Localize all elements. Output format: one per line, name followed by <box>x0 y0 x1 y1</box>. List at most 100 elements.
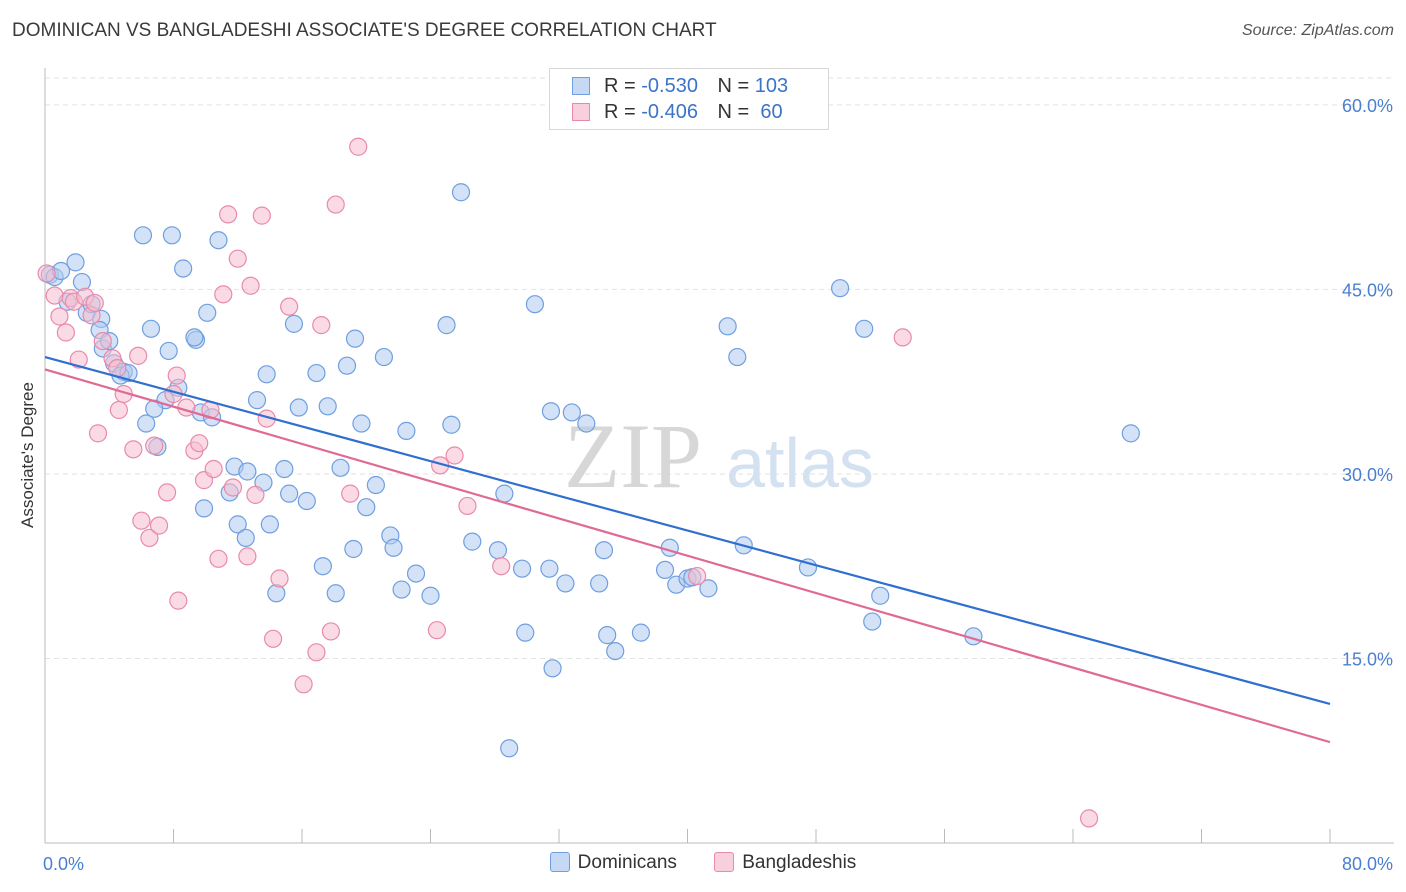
dominican-point <box>313 557 332 576</box>
dominican-point <box>260 515 279 534</box>
bangladeshi-point <box>241 276 260 295</box>
dominican-point <box>463 532 482 551</box>
dominican-point <box>516 623 535 642</box>
y-tick-label: 60.0% <box>1342 96 1393 116</box>
dominican-point <box>198 303 217 322</box>
dominican-point <box>598 626 617 645</box>
dominican-point <box>540 559 559 578</box>
bangladeshi-point <box>294 675 313 694</box>
bangladeshi-point <box>149 516 169 535</box>
dominican-point <box>185 328 204 347</box>
bangladeshi-point <box>492 557 511 576</box>
dominican-point <box>137 414 156 433</box>
bangladeshis-trend-line <box>44 368 1331 744</box>
dominican-point <box>257 365 276 384</box>
bangladeshi-point <box>45 286 64 305</box>
dominican-point <box>437 316 456 335</box>
x-tick-label: 0.0% <box>43 854 84 874</box>
dominican-point <box>562 403 581 422</box>
dominican-point <box>228 515 247 534</box>
n-label: N = <box>717 75 750 97</box>
legend-swatch-pink <box>714 852 735 872</box>
dominican-point <box>318 397 337 416</box>
bangladeshi-point <box>458 496 477 516</box>
dominican-point <box>72 272 92 292</box>
dominican-point <box>366 475 385 495</box>
dominican-point <box>337 356 357 375</box>
dominican-point <box>871 586 890 605</box>
bangladeshi-point <box>427 621 447 640</box>
dominican-point <box>289 398 308 417</box>
r-value: -0.530 <box>641 75 698 97</box>
bangladeshi-point <box>140 528 159 548</box>
n-value: 60 <box>754 101 783 123</box>
r-label: R = <box>604 101 636 123</box>
bangladeshi-point <box>109 400 128 420</box>
legend-row-bangladeshis: R = -0.406 N = 60 <box>572 101 783 125</box>
bangladeshi-point <box>688 566 707 586</box>
bangladeshi-point <box>132 511 151 530</box>
dominican-point <box>728 347 747 367</box>
bangladeshi-point <box>169 591 188 610</box>
r-label: R = <box>604 75 636 97</box>
bangladeshi-point <box>228 249 247 268</box>
bangladeshi-point <box>223 478 243 497</box>
chart-title: DOMINICAN VS BANGLADESHI ASSOCIATE'S DEG… <box>12 20 717 41</box>
bangladeshi-point <box>1079 809 1099 828</box>
bangladeshi-point <box>124 440 143 459</box>
dominican-point <box>280 484 299 503</box>
y-tick-label: 30.0% <box>1342 465 1393 485</box>
bangladeshi-point <box>167 366 186 385</box>
bangladeshi-point <box>219 205 238 224</box>
legend-swatch-pink <box>572 103 590 121</box>
bangladeshis-points <box>37 137 1099 828</box>
gridlines <box>45 77 1394 659</box>
bangladeshi-point <box>93 331 112 351</box>
legend-row-dominicans: R = -0.530 N = 103 <box>572 75 788 99</box>
legend-item-bangladeshis[interactable]: Bangladeshis <box>714 852 856 874</box>
bangladeshi-point <box>280 297 299 316</box>
dominican-point <box>345 329 365 348</box>
dominican-point <box>159 341 178 361</box>
legend-label-bangladeshis: Bangladeshis <box>742 852 857 873</box>
dominican-point <box>495 484 514 503</box>
bangladeshi-point <box>50 307 69 326</box>
legend-swatch-blue <box>572 77 590 95</box>
bangladeshi-point <box>321 622 341 641</box>
bangladeshi-point <box>341 484 360 503</box>
n-label: N = <box>717 101 750 123</box>
dominican-point <box>352 414 371 433</box>
dominican-point <box>442 415 461 434</box>
dominican-point <box>133 226 153 245</box>
correlation-legend: R = -0.530 N = 103 R = -0.406 N = 60 <box>549 68 829 130</box>
dominican-point <box>512 559 532 578</box>
bangladeshi-point <box>145 436 164 455</box>
dominican-point <box>655 560 675 580</box>
y-tick-label: 15.0% <box>1342 649 1393 669</box>
n-value: 103 <box>754 75 789 97</box>
dominican-point <box>236 528 255 548</box>
bangladeshi-point <box>37 264 56 283</box>
legend-item-dominicans[interactable]: Dominicans <box>549 852 677 874</box>
dominican-point <box>384 538 403 557</box>
bangladeshi-point <box>893 328 912 347</box>
dominican-point <box>541 402 561 421</box>
r-value: -0.406 <box>641 101 698 123</box>
bangladeshi-point <box>263 629 283 648</box>
dominican-point <box>525 295 545 314</box>
bangladeshi-point <box>204 459 223 479</box>
bangladeshi-point <box>312 316 331 335</box>
dominican-point <box>699 579 718 598</box>
dominican-point <box>500 739 519 758</box>
dominican-point <box>307 363 326 383</box>
dominican-point <box>392 580 411 599</box>
watermark-atlas: atlas <box>726 424 874 502</box>
dominican-point <box>357 498 376 517</box>
dominican-point <box>374 347 394 367</box>
dominican-point <box>397 421 416 440</box>
dominican-point <box>209 231 228 250</box>
bangladeshi-point <box>214 285 233 304</box>
dominican-point <box>543 659 562 678</box>
bangladeshi-point <box>349 137 368 156</box>
